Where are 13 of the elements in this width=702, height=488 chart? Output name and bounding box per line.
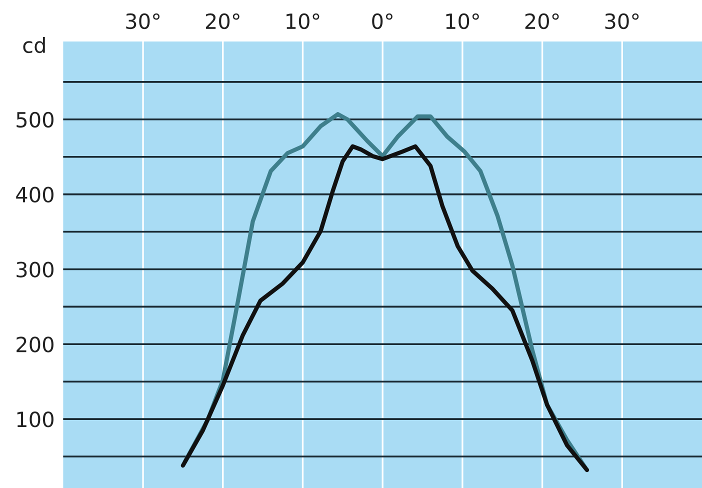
x-tick-label: 30° — [126, 13, 160, 30]
x-tick-label: 10° — [446, 13, 479, 30]
y-tick-label: 200 — [16, 336, 54, 352]
y-tick-label: 500 — [16, 112, 54, 128]
y-tick-label: 100 — [17, 412, 54, 428]
y-axis-title: cd — [23, 36, 45, 54]
x-tick-label: 10° — [286, 13, 320, 30]
x-tick-label: 0° — [372, 13, 392, 30]
x-tick-label: 20° — [525, 13, 559, 30]
y-tick-label: 400 — [16, 186, 54, 203]
y-tick-label: 300 — [16, 262, 54, 278]
x-tick-label: 30° — [605, 13, 639, 30]
x-tick-label: 20° — [206, 13, 240, 30]
